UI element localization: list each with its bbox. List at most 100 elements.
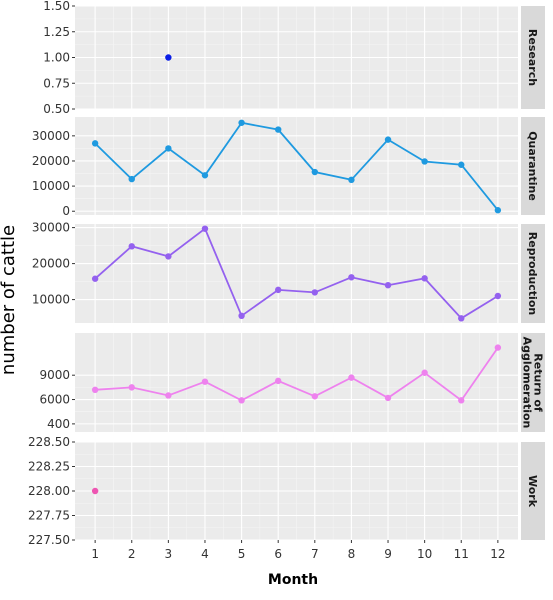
x-tick-label: 10 — [417, 547, 432, 561]
y-tick-label: 9000 — [39, 368, 70, 382]
data-point — [128, 384, 135, 391]
series-line — [95, 347, 499, 402]
facet-strip-label: Reproduction — [526, 232, 539, 315]
data-point — [458, 161, 465, 168]
data-point — [458, 315, 465, 322]
data-point — [384, 282, 392, 289]
y-tick-label: 20000 — [32, 154, 70, 168]
facet-quarantine: 0 10000 20000 30000 Quarantine — [32, 117, 545, 218]
y-tick-label: 400 — [47, 417, 70, 431]
y-axis-title: number of cattle — [0, 225, 19, 375]
data-point — [165, 54, 172, 61]
y-tick-label: 1.25 — [43, 25, 70, 39]
data-point — [201, 172, 209, 179]
data-point — [421, 275, 428, 282]
y-tick-label: 1.50 — [43, 0, 70, 13]
facet-strip — [521, 333, 545, 432]
data-point — [421, 369, 428, 376]
facets-layer: 0.50 0.75 1.00 1.25 1.50 Research 0 10000 20000 3… — [28, 0, 545, 547]
x-tick-label: 3 — [165, 547, 173, 561]
x-tick-label: 9 — [384, 547, 392, 561]
y-tick-label: 227.75 — [28, 509, 70, 523]
data-point — [165, 253, 172, 260]
facet-reproduction: 10000 20000 30000 Reproduction — [32, 221, 545, 323]
y-tick-label: 6000 — [39, 393, 70, 407]
x-axis-title: Month — [268, 572, 318, 588]
x-axis: 1 2 3 4 5 6 7 8 9 10 11 12 — [91, 540, 506, 561]
facet-strip — [521, 224, 545, 323]
data-point — [421, 158, 428, 165]
y-tick-label: 10000 — [32, 293, 70, 307]
data-point — [348, 176, 355, 184]
y-tick-label: 1.00 — [43, 51, 70, 65]
y-tick-label: 228.00 — [28, 484, 70, 498]
data-point — [494, 207, 502, 214]
data-point — [201, 225, 209, 232]
data-point — [91, 275, 99, 282]
y-tick-label: 30000 — [32, 221, 70, 235]
data-point — [91, 386, 99, 394]
data-point — [311, 168, 319, 176]
data-point — [91, 487, 99, 495]
series-line — [94, 227, 499, 320]
x-tick-label: 1 — [91, 547, 99, 561]
facet-strip — [521, 442, 545, 540]
y-tick-label: 0 — [62, 204, 70, 218]
y-tick-label: 0.75 — [43, 76, 70, 90]
x-tick-label: 11 — [454, 547, 469, 561]
facet-strip — [521, 6, 545, 109]
data-point — [238, 119, 245, 126]
data-point — [348, 274, 355, 281]
data-point — [384, 136, 392, 143]
facet-return-of-agglomeration: 400 6000 9000 Return ofAgglomeration — [39, 333, 545, 432]
facet-strip-label: Research — [526, 29, 539, 86]
strip-label-line: Work — [526, 475, 539, 508]
data-point — [384, 394, 392, 402]
strip-label-line: Reproduction — [526, 232, 539, 315]
data-point — [458, 397, 465, 404]
data-point — [91, 140, 99, 147]
data-point — [128, 243, 135, 250]
y-tick-label: 228.25 — [28, 460, 70, 474]
data-point — [311, 289, 319, 296]
data-point — [348, 374, 355, 381]
x-tick-label: 12 — [490, 547, 505, 561]
data-point — [494, 344, 502, 351]
data-point — [274, 126, 282, 133]
facet-strip-label: Return ofAgglomeration — [521, 337, 545, 429]
data-point — [165, 392, 172, 399]
y-tick-label: 30000 — [32, 129, 70, 143]
facet-strip-label: Quarantine — [526, 131, 539, 201]
data-point — [274, 286, 282, 294]
data-point — [274, 377, 282, 385]
data-point — [201, 378, 209, 385]
y-tick-label: 20000 — [32, 257, 70, 271]
x-tick-label: 6 — [274, 547, 282, 561]
data-point — [311, 393, 319, 400]
data-point — [165, 145, 172, 152]
strip-label-line: Return of — [532, 353, 545, 412]
series-line — [94, 121, 499, 211]
data-point — [494, 292, 502, 300]
y-tick-label: 10000 — [32, 179, 70, 193]
facet-strip — [521, 117, 545, 215]
x-tick-label: 5 — [238, 547, 246, 561]
y-tick-label: 0.50 — [43, 102, 70, 116]
data-point — [128, 175, 135, 183]
facet-strip-label: Work — [526, 475, 539, 508]
x-tick-label: 2 — [128, 547, 136, 561]
y-tick-label: 227.50 — [28, 533, 70, 547]
strip-label-line: Research — [526, 29, 539, 86]
strip-label-line: Agglomeration — [521, 337, 534, 429]
data-point — [238, 397, 245, 404]
x-tick-label: 8 — [348, 547, 356, 561]
facet-work: 227.50 227.75 228.00 228.25 228.50 Work — [28, 435, 545, 547]
x-tick-label: 7 — [311, 547, 319, 561]
strip-label-line: Quarantine — [526, 131, 539, 201]
facet-research: 0.50 0.75 1.00 1.25 1.50 Research — [43, 0, 545, 116]
x-tick-label: 4 — [201, 547, 209, 561]
data-point — [238, 312, 245, 319]
y-tick-label: 228.50 — [28, 435, 70, 449]
